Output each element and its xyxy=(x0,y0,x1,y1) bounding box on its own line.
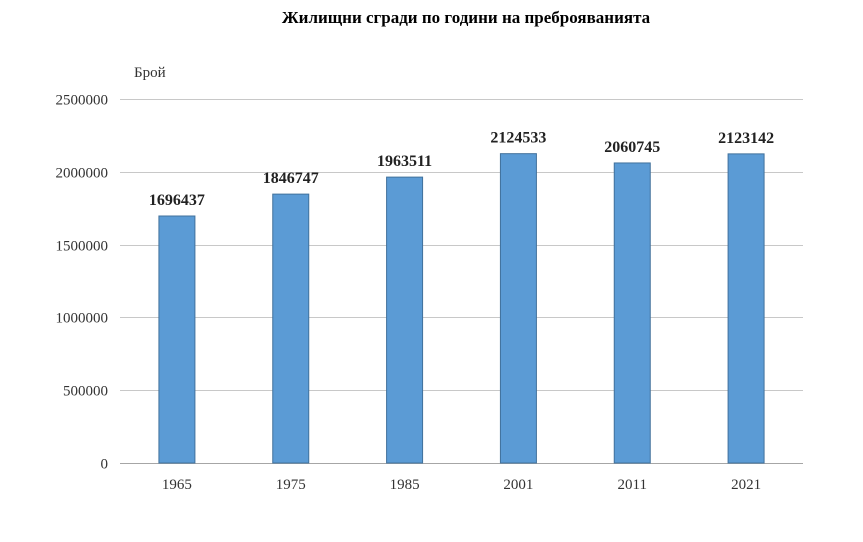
x-tick-label: 1985 xyxy=(390,477,420,493)
x-tick-label: 1975 xyxy=(276,477,306,493)
data-label: 1846747 xyxy=(263,170,319,187)
bar xyxy=(499,153,537,464)
data-label: 2060745 xyxy=(604,139,660,156)
data-label: 1696437 xyxy=(149,192,205,209)
y-tick-label: 500000 xyxy=(63,384,108,400)
y-tick-label: 2500000 xyxy=(56,93,109,109)
y-tick-label: 0 xyxy=(101,457,109,473)
data-label: 2124533 xyxy=(490,130,546,147)
data-label: 2123142 xyxy=(718,130,774,147)
y-tick-label: 1000000 xyxy=(56,311,109,327)
x-tick-label: 2001 xyxy=(503,477,533,493)
bar xyxy=(613,162,651,464)
data-label: 1963511 xyxy=(377,153,432,170)
x-tick-label: 1965 xyxy=(162,477,192,493)
bar xyxy=(272,193,310,464)
data-labels: 1696437 1846747 1963511 2124533 2060745 21231… xyxy=(149,130,774,209)
bar xyxy=(158,215,196,464)
x-tick-label: 2011 xyxy=(618,477,647,493)
x-tick-label: 2021 xyxy=(731,477,761,493)
x-axis-ticks: 1965 1975 1985 2001 2011 2021 xyxy=(162,477,761,493)
bar xyxy=(727,153,765,464)
y-axis-label: Брой xyxy=(134,65,166,81)
chart-title: Жилищни сгради по години на преброявания… xyxy=(282,8,651,27)
gridlines xyxy=(120,99,803,464)
y-tick-label: 1500000 xyxy=(56,239,109,255)
y-axis-ticks: 0 500000 1000000 1500000 2000000 2500000 xyxy=(56,93,109,473)
y-tick-label: 2000000 xyxy=(56,166,109,182)
bar xyxy=(386,176,424,464)
bars xyxy=(158,153,765,464)
